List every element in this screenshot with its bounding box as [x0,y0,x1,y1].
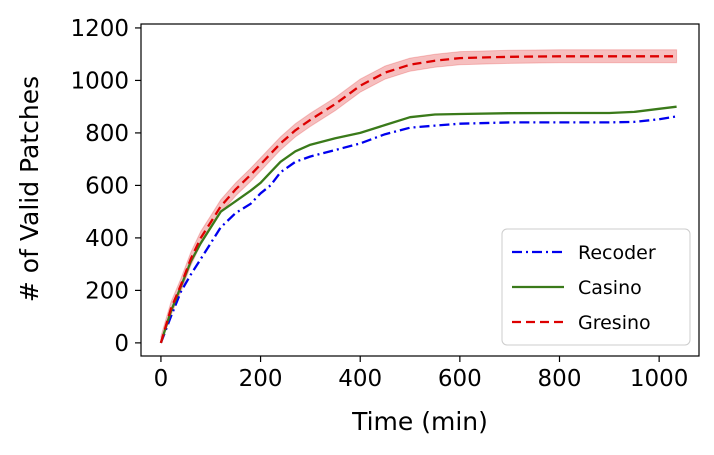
y-tick-label: 800 [85,121,129,147]
confidence-band-layer [160,49,678,344]
y-tick-label: 600 [85,173,129,199]
y-axis: 0 200 400 600 800 1000 1200 [70,16,141,357]
series-line-gresino [159,55,677,344]
legend-label-casino: Casino [578,277,642,299]
legend: Recoder Casino Gresino [501,228,691,346]
y-tick-label: 200 [85,278,129,304]
y-tick-label: 1000 [70,68,129,94]
legend-label-recoder: Recoder [578,242,656,264]
x-tick-label: 600 [438,366,482,392]
legend-box [501,228,691,346]
x-tick-label: 800 [538,366,582,392]
series-line-casino [159,105,677,344]
series-layer [159,55,677,344]
series-band-gresino [160,49,678,344]
y-tick-label: 1200 [70,16,129,42]
y-tick-label: 400 [85,226,129,252]
x-tick-label: 200 [239,366,283,392]
y-axis-label: # of Valid Patches [15,76,44,302]
x-axis-label: Time (min) [351,407,488,436]
x-tick-label: 0 [154,366,169,392]
x-tick-label: 400 [338,366,382,392]
plot-frame [140,23,700,357]
legend-label-gresino: Gresino [578,312,651,334]
x-axis: 0 200 400 600 800 1000 [154,356,689,392]
y-tick-label: 0 [114,331,129,357]
x-tick-label: 1000 [630,366,689,392]
